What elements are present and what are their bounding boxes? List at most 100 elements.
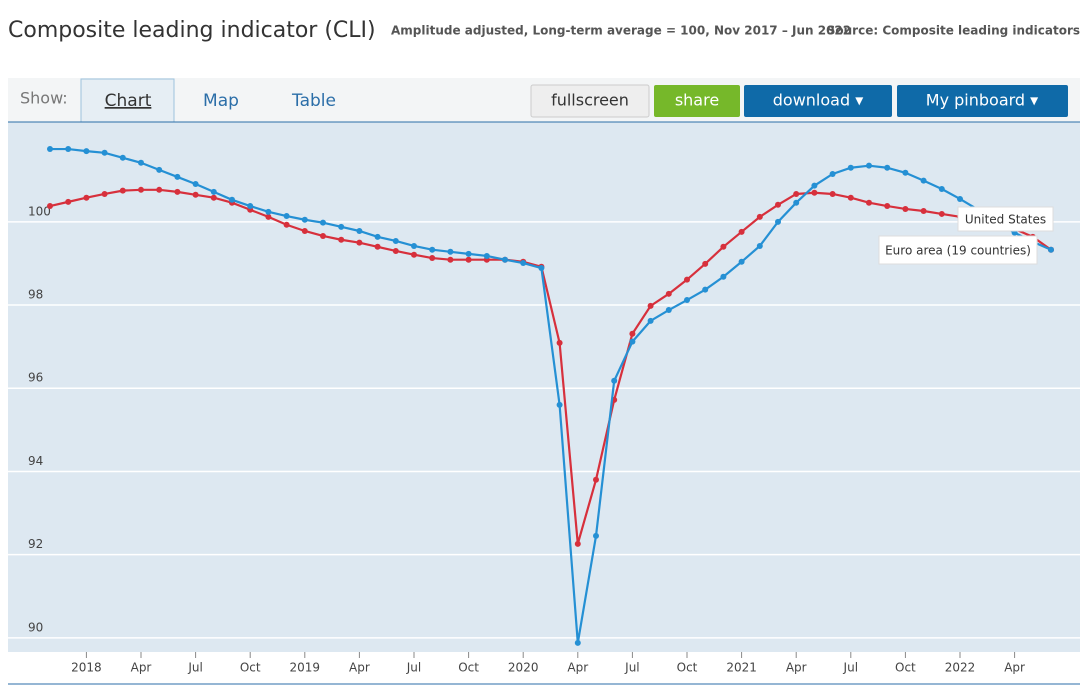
x-tick-label: 2021 xyxy=(726,661,757,675)
data-point xyxy=(101,190,108,197)
chart-subtitle: Amplitude adjusted, Long-term average = … xyxy=(391,24,851,38)
data-point xyxy=(210,194,217,201)
chart-source: Source: Composite leading indicators xyxy=(827,24,1080,38)
data-point xyxy=(811,182,818,189)
x-tick-label: Apr xyxy=(567,661,588,675)
button-label[interactable]: share xyxy=(675,91,719,110)
y-tick-label: 96 xyxy=(28,371,43,385)
data-point xyxy=(938,185,945,192)
data-point xyxy=(647,317,654,324)
data-point xyxy=(902,169,909,176)
x-tick-label: Apr xyxy=(349,661,370,675)
data-point xyxy=(811,189,818,196)
series-label-box xyxy=(878,235,1038,265)
data-point xyxy=(283,221,290,228)
data-point xyxy=(392,237,399,244)
data-point xyxy=(465,256,472,263)
y-tick-label: 90 xyxy=(28,620,43,634)
show-label: Show: xyxy=(20,89,68,108)
data-point xyxy=(65,198,72,205)
data-point xyxy=(702,286,709,293)
data-point xyxy=(101,149,108,156)
x-tick-label: 2022 xyxy=(945,661,976,675)
data-point xyxy=(793,199,800,206)
data-point xyxy=(574,639,581,646)
y-tick-label: 100 xyxy=(28,204,51,218)
y-tick-label: 98 xyxy=(28,288,43,302)
data-point xyxy=(283,213,290,220)
tab[interactable]: Table xyxy=(291,91,336,111)
x-tick-label: Oct xyxy=(240,661,261,675)
data-point xyxy=(738,228,745,235)
data-point xyxy=(411,251,417,258)
data-point xyxy=(119,187,126,194)
data-point xyxy=(374,243,381,250)
data-point xyxy=(665,290,672,297)
data-point xyxy=(156,186,163,193)
data-point xyxy=(884,164,891,171)
tab-active[interactable] xyxy=(80,78,175,124)
data-point xyxy=(320,219,326,226)
data-point xyxy=(720,273,727,280)
data-point xyxy=(338,236,345,243)
plot-area xyxy=(8,122,1080,652)
data-point xyxy=(47,203,53,210)
data-point xyxy=(429,246,436,253)
data-point xyxy=(756,213,763,220)
data-point xyxy=(556,339,563,346)
data-point xyxy=(174,188,181,195)
x-tick-label: Jul xyxy=(187,661,202,675)
x-tick-label: Jul xyxy=(406,661,421,675)
data-point xyxy=(629,330,636,337)
data-point xyxy=(884,203,891,210)
x-tick-label: 2019 xyxy=(290,661,321,675)
button-label[interactable]: My pinboard ▾ xyxy=(926,91,1038,110)
data-point xyxy=(411,242,417,249)
data-point xyxy=(138,159,144,166)
data-point xyxy=(301,227,308,234)
data-point xyxy=(920,177,927,184)
data-point xyxy=(866,162,872,169)
data-point xyxy=(793,190,800,197)
data-point xyxy=(593,532,599,539)
data-point xyxy=(502,256,508,263)
series-line xyxy=(49,188,1052,545)
data-point xyxy=(374,233,381,240)
data-point xyxy=(684,276,690,283)
data-point xyxy=(356,239,363,246)
tab[interactable]: Map xyxy=(203,91,239,111)
button[interactable] xyxy=(897,85,1068,117)
data-point xyxy=(647,302,654,309)
data-point xyxy=(465,250,472,257)
data-point xyxy=(83,194,90,201)
button-label[interactable]: download ▾ xyxy=(773,91,863,110)
data-point xyxy=(775,218,781,225)
data-point xyxy=(829,190,836,197)
button[interactable] xyxy=(654,85,740,117)
data-point xyxy=(338,223,345,230)
data-point xyxy=(265,213,272,220)
x-tick-label: Jul xyxy=(843,661,858,675)
data-point xyxy=(957,195,963,202)
data-point xyxy=(920,208,927,215)
data-point xyxy=(447,256,454,263)
tab[interactable]: Chart xyxy=(105,91,152,111)
x-tick-label: Oct xyxy=(895,661,916,675)
data-point xyxy=(538,265,545,272)
data-point xyxy=(356,227,363,234)
data-point xyxy=(756,242,763,249)
data-point xyxy=(829,171,836,178)
button[interactable] xyxy=(530,84,650,118)
data-point xyxy=(392,247,399,254)
data-point xyxy=(938,210,945,217)
data-point xyxy=(320,232,326,239)
button[interactable] xyxy=(744,85,892,117)
data-point xyxy=(593,476,599,483)
data-point xyxy=(192,180,199,187)
data-point xyxy=(301,216,308,223)
button-label[interactable]: fullscreen xyxy=(551,91,629,110)
data-point xyxy=(229,196,235,203)
data-point xyxy=(738,258,745,265)
data-point xyxy=(119,154,126,161)
